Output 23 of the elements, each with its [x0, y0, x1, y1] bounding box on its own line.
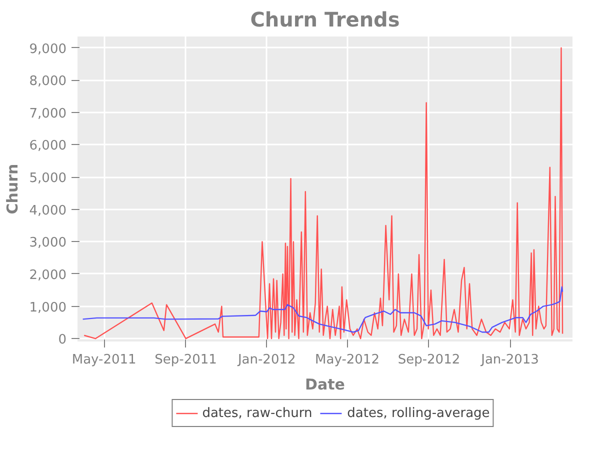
- y-tick-label: 3,000: [29, 236, 66, 251]
- y-tick-label: 7,000: [29, 106, 66, 122]
- y-tick-label: 9,000: [29, 42, 66, 57]
- x-tick-label: Jan-2013: [480, 352, 539, 368]
- line-series: [84, 47, 564, 340]
- x-tick-label: Jan-2012: [236, 352, 296, 368]
- line-series: [82, 286, 564, 333]
- y-tick-label: 0: [58, 332, 67, 348]
- chart-title: Churn Trends: [250, 8, 400, 32]
- x-axis-title: Date: [305, 376, 345, 394]
- y-tick-label: 8,000: [29, 74, 66, 90]
- y-tick-label: 2,000: [29, 268, 66, 283]
- legend-label: dates, rolling-average: [347, 406, 490, 420]
- x-tick-label: May-2012: [315, 352, 380, 368]
- x-tick-label: May-2011: [72, 352, 136, 368]
- x-tick-label: Sep-2012: [398, 352, 460, 368]
- x-tick-label: Sep-2011: [154, 352, 217, 368]
- y-axis-title: Churn: [3, 164, 22, 214]
- legend-label: dates, raw-churn: [202, 406, 312, 420]
- y-tick-label: 5,000: [29, 171, 66, 186]
- y-tick-label: 6,000: [29, 138, 66, 154]
- y-tick-label: 1,000: [29, 300, 66, 316]
- y-tick-label: 4,000: [29, 203, 66, 218]
